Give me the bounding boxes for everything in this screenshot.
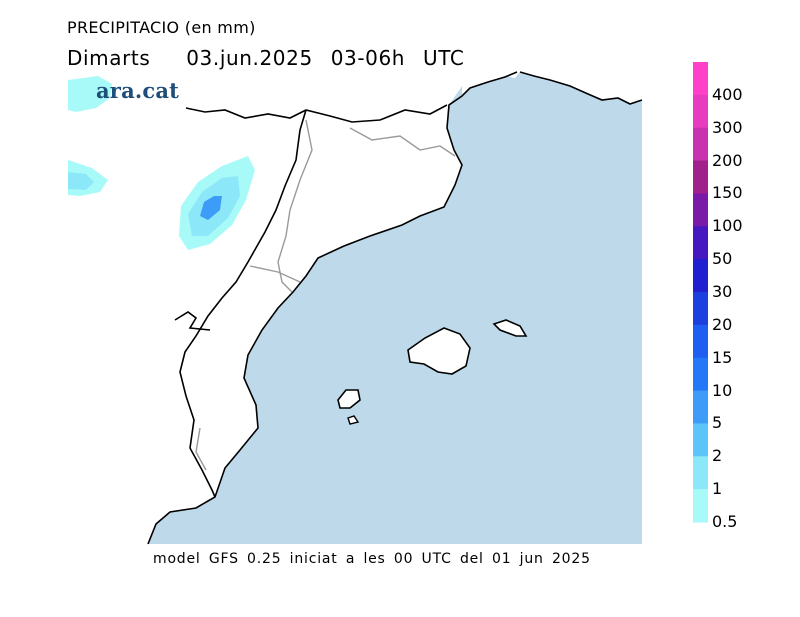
west-border xyxy=(179,109,307,498)
legend-swatch xyxy=(693,62,708,96)
france-land xyxy=(462,72,520,96)
legend-label: 200 xyxy=(712,150,743,170)
ara-cat-logo: ara.cat xyxy=(96,78,180,103)
legend-label: 400 xyxy=(712,84,743,104)
west-inlet xyxy=(174,311,211,331)
legend-swatch xyxy=(693,160,708,194)
legend-label: 2 xyxy=(712,446,723,466)
legend-swatch xyxy=(693,292,708,326)
legend-label: 10 xyxy=(712,380,733,400)
legend-label: 50 xyxy=(712,249,733,269)
legend-label: 30 xyxy=(712,282,733,301)
legend-swatch xyxy=(693,324,708,359)
model-info: model GFS 0.25 iniciat a les 00 UTC del … xyxy=(153,551,591,567)
island-mallorca xyxy=(407,327,471,375)
legend-label: 100 xyxy=(712,216,743,236)
forecast-date: Dimarts 03.jun.2025 03-06h UTC xyxy=(67,46,465,70)
legend-label: 300 xyxy=(712,117,743,137)
map-title: PRECIPITACIO (en mm) xyxy=(67,18,256,37)
precip-blob-center-core xyxy=(200,196,222,220)
legend-swatch xyxy=(693,423,708,457)
legend-label: 1 xyxy=(712,479,723,499)
land-top-strip xyxy=(148,72,448,102)
legend-swatch xyxy=(693,127,708,162)
legend-label: 0.5 xyxy=(712,512,738,531)
north-border-east xyxy=(519,71,643,105)
legend-label: 150 xyxy=(712,183,743,203)
legend-swatch xyxy=(693,456,708,490)
legend-label: 20 xyxy=(712,314,733,334)
legend-label: 5 xyxy=(712,413,723,433)
legend-label: 15 xyxy=(712,347,733,367)
legend-swatch xyxy=(693,357,708,392)
island-ibiza xyxy=(337,389,361,409)
island-formentera xyxy=(347,415,360,425)
province-borders xyxy=(195,119,456,471)
legend-swatch xyxy=(693,489,708,523)
legend-swatch xyxy=(693,94,708,129)
island-menorca xyxy=(492,319,528,337)
legend-swatch xyxy=(693,193,708,227)
coastline xyxy=(147,71,518,545)
precip-blob-west-core xyxy=(68,172,94,190)
legend-swatch xyxy=(693,259,708,293)
legend-colorbar xyxy=(693,62,708,523)
legend-swatch xyxy=(693,226,708,260)
legend-swatch xyxy=(693,390,708,424)
precip-blob-nw xyxy=(68,76,112,112)
